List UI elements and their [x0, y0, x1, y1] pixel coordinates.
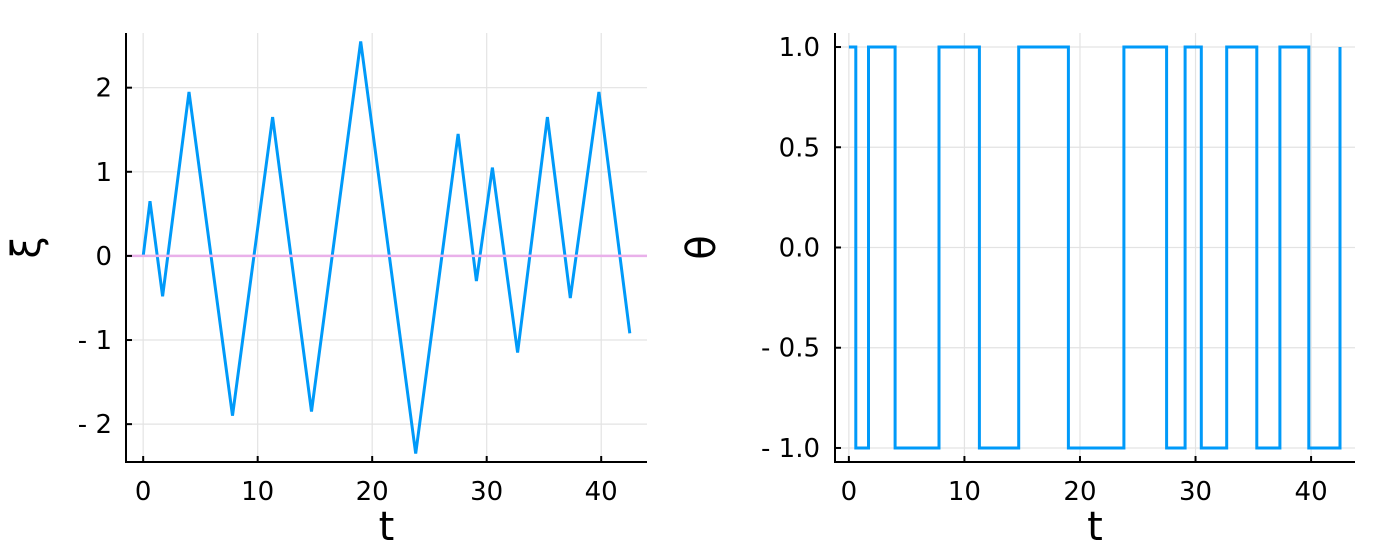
series-line	[848, 45, 1342, 450]
series-line	[141, 41, 632, 454]
chart-panel-1: 0 10 20 30 40 - 2 - 1 0 1 2 t ξ	[4, 33, 647, 550]
x-tick-label: 10	[241, 477, 274, 507]
y-tick-label: 2	[95, 74, 112, 104]
y-tick-label: - 2	[78, 410, 112, 440]
y-tick-label: - 0.5	[761, 334, 820, 364]
y-tick-label: - 1.0	[761, 434, 820, 464]
y-tick-label: 1.0	[779, 33, 820, 63]
y-tick-label: 0.0	[779, 234, 820, 264]
x-tick-label: 0	[135, 477, 152, 507]
x-axis-title: t	[379, 504, 395, 550]
x-tick-label: 20	[356, 477, 389, 507]
x-tick-label: 40	[1295, 477, 1328, 507]
y-tick-label: 0	[95, 242, 112, 272]
y-tick-label: - 1	[78, 326, 112, 356]
x-tick-label: 30	[1179, 477, 1212, 507]
y-tick-label: 1	[95, 158, 112, 188]
x-tick-label: 0	[841, 477, 858, 507]
x-axis-title: t	[1087, 504, 1103, 550]
x-tick-label: 40	[585, 477, 618, 507]
x-tick-label: 30	[470, 477, 503, 507]
x-tick-label: 20	[1063, 477, 1096, 507]
x-tick-label: 10	[948, 477, 981, 507]
chart-panel-2: 0 10 20 30 40 - 1.0 - 0.5 0.0 0.5 1.0 t θ	[679, 33, 1355, 550]
y-axis-title: θ	[679, 235, 725, 259]
y-tick-label: 0.5	[779, 133, 820, 163]
y-axis-title: ξ	[4, 236, 50, 258]
